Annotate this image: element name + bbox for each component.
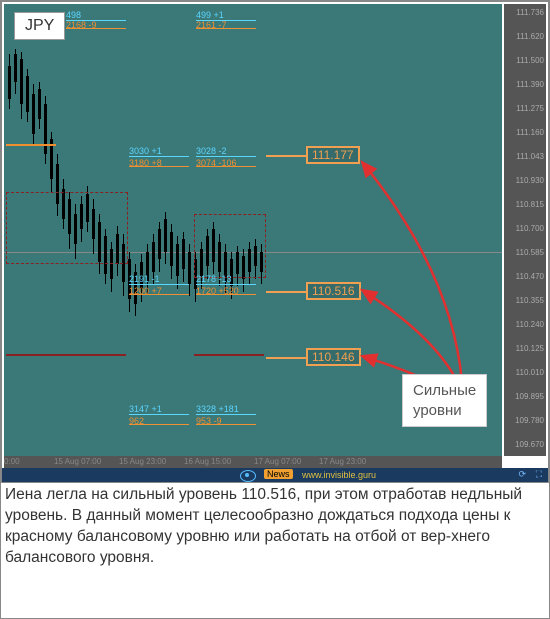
level-label: 2168 -9 bbox=[66, 20, 97, 30]
y-tick: 110.240 bbox=[516, 320, 544, 329]
news-button[interactable]: News bbox=[264, 469, 293, 479]
plot-area[interactable]: 110.6304982168 -9499 +12161 -73030 +1318… bbox=[4, 4, 502, 456]
expand-icon[interactable]: ⛶ bbox=[536, 469, 542, 480]
annotation-box: Сильныеуровни bbox=[402, 374, 487, 427]
balance-box bbox=[6, 192, 128, 264]
x-tick: 0:00 bbox=[4, 457, 20, 466]
y-tick: 109.670 bbox=[515, 440, 544, 449]
y-tick: 110.930 bbox=[516, 176, 544, 185]
y-tick: 111.390 bbox=[516, 80, 544, 89]
candle-body bbox=[158, 229, 161, 259]
chart-panel[interactable]: 110.6304982168 -9499 +12161 -73030 +1318… bbox=[1, 1, 549, 483]
level-line bbox=[196, 156, 256, 157]
eye-icon[interactable] bbox=[240, 469, 256, 483]
candle-body bbox=[188, 252, 191, 284]
y-tick: 111.160 bbox=[516, 128, 544, 137]
x-tick: 16 Aug 15:00 bbox=[184, 457, 231, 466]
level-line bbox=[196, 284, 256, 285]
level-label: 3030 +1 bbox=[129, 146, 162, 156]
candle-body bbox=[176, 244, 179, 276]
level-line bbox=[129, 156, 189, 157]
y-tick: 111.275 bbox=[516, 104, 544, 113]
level-label: 3028 -2 bbox=[196, 146, 227, 156]
level-label: 498 bbox=[66, 10, 81, 20]
y-tick: 111.500 bbox=[516, 56, 544, 65]
balance-box bbox=[194, 214, 266, 278]
level-label: 962 bbox=[129, 416, 144, 426]
y-tick: 111.620 bbox=[516, 32, 544, 41]
y-tick: 109.780 bbox=[515, 416, 544, 425]
level-line bbox=[196, 414, 256, 415]
level-label: 3147 +1 bbox=[129, 404, 162, 414]
candle-body bbox=[170, 232, 173, 266]
x-axis: 0:00 15 Aug 07:00 15 Aug 23:00 16 Aug 15:00… bbox=[4, 456, 502, 468]
refresh-icon[interactable]: ⟳ bbox=[518, 469, 526, 480]
level-label: 499 +1 bbox=[196, 10, 224, 20]
level-label: 2191 -1 bbox=[129, 274, 160, 284]
price-callout: 110.146 bbox=[306, 348, 361, 366]
price-callout: 110.516 bbox=[306, 282, 361, 300]
y-tick: 110.125 bbox=[516, 344, 544, 353]
y-tick: 110.815 bbox=[516, 200, 544, 209]
caption-text: Иена легла на сильный уровень 110.516, п… bbox=[5, 485, 541, 569]
level-line bbox=[129, 414, 189, 415]
level-label: 3180 +8 bbox=[129, 158, 162, 168]
level-line bbox=[129, 284, 189, 285]
y-tick: 110.010 bbox=[516, 368, 544, 377]
level-line bbox=[194, 354, 264, 356]
candle-body bbox=[152, 242, 155, 272]
level-label: 2178 -13 bbox=[196, 274, 232, 284]
candle-body bbox=[44, 104, 47, 154]
x-tick: 17 Aug 23:00 bbox=[319, 457, 366, 466]
callout-line bbox=[266, 155, 306, 157]
annotation-line2: уровни bbox=[413, 401, 476, 421]
candle-body bbox=[182, 239, 185, 269]
x-tick: 17 Aug 07:00 bbox=[254, 457, 301, 466]
level-label: 3328 +181 bbox=[196, 404, 239, 414]
y-tick: 110.700 bbox=[516, 224, 544, 233]
level-line bbox=[6, 354, 126, 356]
x-tick: 15 Aug 07:00 bbox=[54, 457, 101, 466]
level-label: 1720 +520 bbox=[196, 286, 239, 296]
y-tick: 111.043 bbox=[516, 152, 544, 161]
candle-body bbox=[164, 219, 167, 252]
level-label: 1200 +7 bbox=[129, 286, 162, 296]
annotation-line1: Сильные bbox=[413, 381, 476, 401]
price-callout: 111.177 bbox=[306, 146, 360, 164]
level-label: 953 -9 bbox=[196, 416, 222, 426]
y-tick: 109.895 bbox=[515, 392, 544, 401]
y-tick: 111.736 bbox=[516, 8, 544, 17]
callout-line bbox=[266, 357, 306, 359]
level-label: 3074 -106 bbox=[196, 158, 237, 168]
y-tick: 110.585 bbox=[516, 248, 544, 257]
url-label: www.invisible.guru bbox=[302, 470, 376, 480]
level-label: 2161 -7 bbox=[196, 20, 227, 30]
symbol-badge: JPY bbox=[14, 12, 65, 40]
candle-body bbox=[32, 94, 35, 134]
y-axis: 111.736 111.620 111.500 111.390 111.275 111.1… bbox=[504, 4, 546, 456]
y-tick: 110.470 bbox=[516, 272, 544, 281]
candle-body bbox=[14, 54, 17, 82]
candle-body bbox=[8, 66, 11, 99]
x-tick: 15 Aug 23:00 bbox=[119, 457, 166, 466]
callout-line bbox=[266, 291, 306, 293]
candle-body bbox=[38, 89, 41, 119]
candle-body bbox=[20, 59, 23, 104]
y-tick: 110.355 bbox=[516, 296, 544, 305]
chart-toolbar: News www.invisible.guru ⟳ ⛶ bbox=[2, 468, 548, 482]
frame: 110.6304982168 -9499 +12161 -73030 +1318… bbox=[0, 0, 550, 619]
candle-body bbox=[26, 76, 29, 112]
level-line bbox=[6, 144, 56, 146]
